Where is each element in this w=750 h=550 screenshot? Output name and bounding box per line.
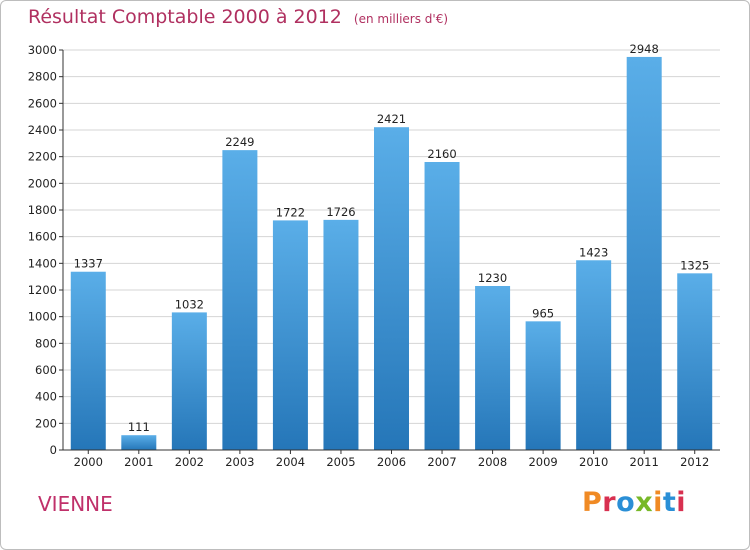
value-label-2008: 1230 (478, 271, 507, 285)
y-tick-label: 1600 (28, 230, 57, 244)
x-tick-label-2009: 2009 (528, 455, 557, 469)
y-tick-label: 600 (35, 363, 57, 377)
value-label-2012: 1325 (680, 258, 709, 272)
bars: 1337 111 1032 2249 1722 1726 2421 2160 1230 965 14… (70, 42, 713, 450)
chart-title: Résultat Comptable 2000 à 2012 (28, 6, 342, 28)
x-tick-label-2005: 2005 (326, 455, 355, 469)
y-tick-label: 200 (35, 416, 57, 430)
city-name: VIENNE (38, 492, 113, 516)
bar-2001 (121, 435, 157, 450)
x-tick-label-2002: 2002 (175, 455, 204, 469)
x-tick-label-2006: 2006 (377, 455, 406, 469)
bar-2009 (525, 321, 561, 450)
bar-2005 (323, 219, 359, 450)
value-label-2005: 1726 (326, 205, 355, 219)
value-label-2002: 1032 (175, 297, 204, 311)
bar-2006 (374, 127, 409, 450)
chart-unit: (en milliers d'€) (353, 12, 449, 26)
bar-2011 (626, 56, 662, 450)
y-tick-label: 2200 (28, 150, 57, 164)
y-tick-label: 1800 (28, 203, 57, 217)
x-tick-label-2003: 2003 (225, 455, 254, 469)
value-label-2000: 1337 (74, 257, 103, 271)
logo-letter: x (635, 487, 654, 518)
bar-2004 (272, 220, 308, 450)
y-tick-label: 2000 (28, 176, 57, 190)
logo-letter: t (662, 487, 677, 518)
value-label-2009: 965 (532, 306, 554, 320)
y-tick-label: 800 (35, 336, 57, 350)
y-tick-label: 1000 (28, 310, 57, 324)
x-tick-label-2000: 2000 (74, 455, 103, 469)
proxiti-logo[interactable]: Proxiti (582, 487, 686, 518)
x-tick-label-2007: 2007 (427, 455, 456, 469)
bar-2007 (424, 162, 460, 450)
y-axis: 0 200 400 600 800 1000 1200 1400 1600 1800 2000 220… (28, 43, 64, 457)
y-tick-label: 1400 (28, 256, 57, 270)
logo-letter: i (653, 487, 663, 518)
x-tick-label-2010: 2010 (579, 455, 608, 469)
y-tick-label: 2800 (28, 70, 57, 84)
bar-2012 (677, 273, 713, 450)
value-label-2004: 1722 (276, 205, 305, 219)
x-tick-label-2011: 2011 (630, 455, 659, 469)
x-tick-label-2004: 2004 (276, 455, 305, 469)
y-tick-label: 3000 (28, 43, 57, 57)
value-label-2006: 2421 (377, 112, 406, 126)
logo-letter: i (676, 487, 687, 518)
value-label-2010: 1423 (579, 245, 608, 259)
logo-letter: P (582, 487, 603, 518)
x-tick-label-2012: 2012 (680, 455, 709, 469)
chart-title-block: Résultat Comptable 2000 à 2012 (en millie… (28, 6, 448, 28)
logo-letter: o (616, 487, 636, 518)
value-label-2003: 2249 (225, 135, 254, 149)
value-label-2007: 2160 (427, 147, 456, 161)
x-axis: 2000 2001 2002 2003 2004 2005 2006 2007 2008 2009… (63, 449, 720, 469)
y-tick-label: 400 (35, 390, 57, 404)
bar-2010 (576, 260, 612, 450)
y-tick-label: 2600 (28, 96, 57, 110)
value-label-2001: 111 (128, 420, 150, 434)
x-tick-label-2008: 2008 (478, 455, 507, 469)
y-tick-label: 2400 (28, 123, 57, 137)
bar-2000 (70, 271, 106, 450)
bar-2003 (222, 150, 258, 450)
value-label-2011: 2948 (630, 42, 659, 56)
y-tick-label: 1200 (28, 283, 57, 297)
logo-letter: r (602, 487, 617, 518)
x-tick-label-2001: 2001 (124, 455, 153, 469)
y-tick-label: 0 (50, 443, 57, 457)
bar-2002 (171, 312, 207, 450)
bar-2008 (475, 286, 511, 450)
